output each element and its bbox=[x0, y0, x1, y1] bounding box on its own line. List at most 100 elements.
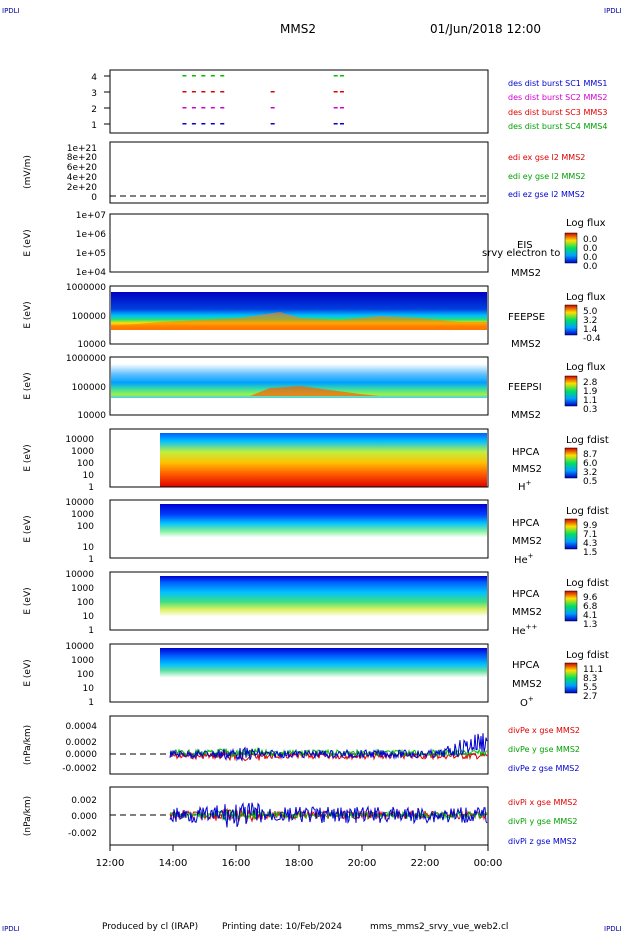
panel-burst-ytick-1: 1 bbox=[91, 121, 97, 131]
panel-hpca-he-colorbar-title: Log fdist bbox=[566, 506, 609, 517]
panel-divpi-ytick-0: 0.002 bbox=[71, 796, 97, 806]
panel-hpca-he-cb-0: 9.9 bbox=[583, 521, 598, 531]
burst-mark-sc4-6 bbox=[333, 123, 338, 125]
panel-feepsi-ylabel: E (eV) bbox=[23, 372, 33, 399]
panel-hpca-hepp-spacecraft: MMS2 bbox=[512, 607, 542, 618]
corner-mark-top-right: IPDLI bbox=[604, 7, 622, 15]
panel-hpca-hepp-cb-2: 4.1 bbox=[583, 611, 597, 621]
divpi-z-trace bbox=[169, 802, 488, 828]
panel-hpca-o-ytick-4: 1 bbox=[88, 698, 94, 708]
panel-hpca-hepp-ytick-2: 100 bbox=[77, 598, 94, 608]
panel-divpe-frame bbox=[109, 715, 489, 775]
panel-hpca-hepp-species: He++ bbox=[512, 623, 538, 637]
spacecraft-title: MMS2 bbox=[280, 22, 316, 36]
panel-hpca-h-cb-2: 3.2 bbox=[583, 468, 597, 478]
burst-mark-sc4-1 bbox=[191, 123, 196, 125]
panel-hpca-h-cb-3: 0.5 bbox=[583, 477, 597, 487]
datetime-title: 01/Jun/2018 12:00 bbox=[430, 22, 541, 36]
panel-hpca-o-colorbar-title: Log fdist bbox=[566, 650, 609, 661]
panel-feepsi: E (eV) 1000000 100000 10000 FEEPSI MMS2 … bbox=[23, 354, 606, 421]
panel-hpca-o-ytick-3: 10 bbox=[83, 684, 95, 694]
divpe-z-trace bbox=[169, 733, 488, 762]
divpe-y-trace bbox=[169, 746, 488, 759]
divpi-legend-y: divPi y gse MMS2 bbox=[508, 817, 577, 826]
panel-hpca-he-cb-1: 7.1 bbox=[583, 530, 597, 540]
panel-hpca-o-cb-1: 8.3 bbox=[583, 674, 597, 684]
panel-feepse-structure bbox=[111, 312, 487, 330]
burst-mark-sc1-2 bbox=[201, 75, 206, 77]
burst-mark-sc2-3 bbox=[210, 91, 215, 93]
panel-hpca-o-fill bbox=[160, 648, 487, 702]
panel-edi-ytick-5: 0 bbox=[91, 193, 97, 203]
panel-hpca-o-cb-0: 11.1 bbox=[583, 665, 603, 675]
panel-hpca-h-ytick-3: 10 bbox=[83, 471, 95, 481]
burst-mark-sc2-6 bbox=[333, 91, 338, 93]
panel-edi-ytick-4: 2e+20 bbox=[67, 183, 98, 193]
burst-mark-sc1-4 bbox=[220, 75, 225, 77]
panel-hpca-h-ytick-0: 10000 bbox=[65, 435, 94, 445]
panel-eis-cb-3: 0.0 bbox=[583, 262, 598, 272]
panel-feepse-cb-2: 1.4 bbox=[583, 325, 598, 335]
panel-hpca-hepp-cb-0: 9.6 bbox=[583, 593, 598, 603]
burst-mark-sc3-7 bbox=[339, 107, 344, 109]
panel-feepsi-cb-2: 1.1 bbox=[583, 396, 597, 406]
panel-edi: (mV/m) 1e+21 8e+20 6e+20 4e+20 2e+20 0 e… bbox=[23, 141, 586, 204]
panel-feepse-ytick-1: 100000 bbox=[72, 312, 107, 322]
panel-hpca-h-ytick-4: 1 bbox=[88, 483, 94, 493]
panel-eis-cb-2: 0.0 bbox=[583, 253, 598, 263]
panel-eis-ytick-3: 1e+04 bbox=[76, 268, 107, 278]
panel-eis: E (eV) 1e+07 1e+06 1e+05 1e+04 EIS srvy … bbox=[23, 211, 606, 279]
panel-hpca-o-ytick-2: 100 bbox=[77, 670, 94, 680]
panel-hpca-hepp-colorbar-title: Log fdist bbox=[566, 578, 609, 589]
panel-hpca-he-cb-2: 4.3 bbox=[583, 539, 597, 549]
panel-hpca-hepp-ytick-0: 10000 bbox=[65, 570, 94, 580]
panel-hpca-he-cb-3: 1.5 bbox=[583, 548, 597, 558]
burst-mark-sc1-5 bbox=[333, 75, 338, 77]
burst-mark-sc4-2 bbox=[201, 123, 206, 125]
panel-hpca-hepp-ytick-4: 1 bbox=[88, 626, 94, 636]
panel-feepse-ytick-0: 1000000 bbox=[66, 283, 106, 293]
panel-feepsi-colorbar-title: Log flux bbox=[566, 362, 606, 373]
panel-hpca-o-species: O+ bbox=[520, 695, 534, 709]
panel-hpca-hepp-frame bbox=[109, 571, 489, 631]
panel-feepsi-ytick-2: 10000 bbox=[77, 411, 106, 421]
panel-feepse-spacecraft: MMS2 bbox=[511, 339, 541, 350]
panel-hpca-hepp-ytick-3: 10 bbox=[83, 612, 95, 622]
panel-hpca-hepp-ytick-1: 1000 bbox=[71, 584, 94, 594]
panel-feepse-cb-3: -0.4 bbox=[583, 334, 601, 344]
time-tick-label-0: 12:00 bbox=[96, 858, 125, 869]
panel-feepse-ylabel: E (eV) bbox=[23, 301, 33, 328]
panel-hpca-o-ylabel: E (eV) bbox=[23, 659, 33, 686]
burst-legend-sc2: des dist burst SC2 MMS2 bbox=[508, 93, 607, 102]
panel-hpca-h-colorbar bbox=[564, 447, 578, 479]
burst-mark-sc2-2 bbox=[201, 91, 206, 93]
time-tick-label-4: 20:00 bbox=[348, 858, 377, 869]
divpe-legend-z: divPe z gse MMS2 bbox=[508, 764, 579, 773]
panel-eis-ytick-0: 1e+07 bbox=[76, 211, 106, 221]
panel-feepse-cb-0: 5.0 bbox=[583, 307, 598, 317]
panel-hpca-hepp-fill bbox=[160, 576, 487, 630]
divpe-legend-y: divPe y gse MMS2 bbox=[508, 745, 580, 754]
time-tick-label-6: 00:00 bbox=[474, 858, 503, 869]
panel-hpca-o-cb-2: 5.5 bbox=[583, 683, 597, 693]
panel-hpca-hepp: E (eV) 10000 1000 100 10 1 HPCA MMS2 He+… bbox=[23, 570, 609, 637]
panel-hpca-hepp-cb-1: 6.8 bbox=[583, 602, 598, 612]
panel-hpca-he-ytick-4: 1 bbox=[88, 555, 94, 565]
panel-feepsi-instrument: FEEPSI bbox=[508, 382, 542, 393]
panel-hpca-h-species: H+ bbox=[518, 479, 532, 493]
time-axis: 12:00 14:00 16:00 18:00 20:00 22:00 00:00 bbox=[96, 845, 503, 869]
panel-hpca-hepp-ylabel: E (eV) bbox=[23, 587, 33, 614]
panel-burst: 4 3 2 1 des dist burst SC1 MMS1 des dist… bbox=[91, 69, 607, 134]
panel-feepse-colorbar bbox=[564, 304, 578, 336]
burst-mark-sc4-7 bbox=[339, 123, 344, 125]
panel-eis-ytick-1: 1e+06 bbox=[76, 230, 107, 240]
panel-divpi: (nPa/km) 0.002 0.000 -0.002 divPi x gse … bbox=[23, 786, 577, 846]
panel-hpca-h-cb-1: 6.0 bbox=[583, 459, 598, 469]
panel-feepsi-spacecraft: MMS2 bbox=[511, 410, 541, 421]
panel-hpca-h-ytick-2: 100 bbox=[77, 459, 94, 469]
panel-hpca-o-ytick-1: 1000 bbox=[71, 656, 94, 666]
time-tick-label-5: 22:00 bbox=[411, 858, 440, 869]
panel-eis-spacecraft: MMS2 bbox=[511, 268, 541, 279]
panel-hpca-o-cb-3: 2.7 bbox=[583, 692, 597, 702]
